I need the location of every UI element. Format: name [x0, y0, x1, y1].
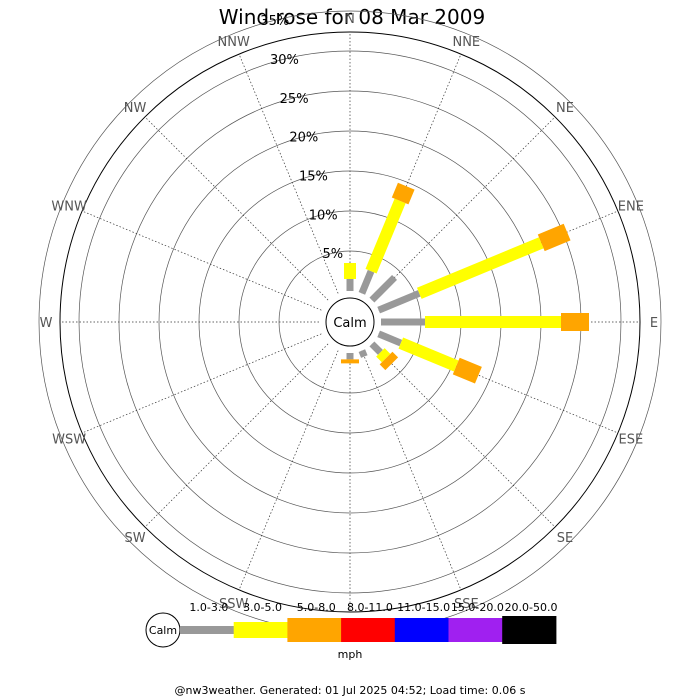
bar-segment — [365, 198, 406, 274]
bar-segment — [452, 357, 482, 384]
ring-label: 20% — [289, 131, 318, 146]
legend-swatch — [394, 618, 449, 642]
spoke-line — [371, 116, 556, 301]
direction-label: NNE — [452, 35, 480, 50]
direction-label: E — [650, 316, 658, 331]
spoke-line — [238, 53, 339, 294]
spoke-line — [144, 343, 329, 528]
bar-segment — [377, 290, 421, 314]
calm-center: Calm — [325, 297, 375, 347]
direction-label: NE — [556, 101, 574, 116]
ring-label: 10% — [309, 208, 338, 223]
ring-label: 25% — [280, 92, 309, 107]
spoke-line — [81, 333, 322, 434]
legend-bin-label: 15.0-20.0 — [451, 601, 504, 614]
legend-bin-label: 20.0-50.0 — [505, 601, 558, 614]
legend-bin-label: 1.0-3.0 — [189, 601, 228, 614]
chart-title: Wind rose for 08 Mar 2009 — [219, 5, 485, 29]
direction-label: SE — [557, 531, 573, 546]
direction-label: NW — [124, 101, 147, 116]
bar-segment — [537, 223, 571, 252]
legend-bin-label: 5.0-8.0 — [297, 601, 336, 614]
legend-swatch — [448, 618, 503, 642]
spoke-line — [371, 343, 556, 528]
direction-label: WNW — [51, 200, 87, 215]
bar-segment — [369, 274, 398, 303]
legend-bin-label: 11.0-15.0 — [397, 601, 450, 614]
direction-label: WSW — [52, 432, 86, 447]
direction-label: SSE — [454, 597, 479, 612]
ring-label: 35% — [260, 14, 289, 29]
bar-segment — [398, 337, 459, 372]
legend: Calm 1.0-3.0 3.0-5.0 5.0-8.0 8.0-11.0 11.0-15… — [145, 601, 558, 661]
spoke-line — [238, 350, 339, 591]
bar-segment — [358, 349, 368, 358]
footer-text: @nw3weather. Generated: 01 Jul 2025 04:5… — [175, 684, 526, 697]
grid-ring — [78, 50, 622, 594]
bar-segment — [358, 269, 375, 295]
legend-swatch — [502, 616, 557, 644]
ring-label: 15% — [299, 169, 328, 184]
spoke-line — [81, 210, 322, 311]
ring-label: 30% — [270, 53, 299, 68]
ring-label: 5% — [323, 247, 344, 262]
direction-label: SSW — [219, 597, 249, 612]
bar-segment — [391, 182, 415, 205]
calm-label: Calm — [333, 316, 366, 331]
direction-label: ESE — [619, 432, 644, 447]
legend-bin-label: 3.0-5.0 — [243, 601, 282, 614]
outer-rim — [59, 31, 641, 613]
legend-swatch — [287, 618, 342, 642]
legend-unit: mph — [338, 648, 363, 661]
direction-label: SW — [124, 531, 145, 546]
bar-segment — [416, 237, 544, 299]
direction-label: ENE — [618, 200, 644, 215]
calm-circle — [325, 297, 375, 347]
bar-segment — [376, 348, 391, 363]
spoke-line — [361, 350, 462, 591]
direction-label: W — [40, 316, 53, 331]
data-bars — [341, 182, 589, 384]
direction-label: N — [345, 12, 355, 27]
bar-segment — [379, 351, 399, 371]
legend-swatch — [341, 618, 396, 642]
bar-segment — [377, 330, 403, 347]
legend-swatch — [233, 622, 288, 638]
spoke-line — [144, 116, 329, 301]
bar-segment — [369, 341, 383, 355]
direction-label: NNW — [218, 35, 250, 50]
legend-bin-label: 8.0-11.0 — [347, 601, 393, 614]
legend-calm-label: Calm — [149, 624, 177, 637]
legend-swatch — [180, 626, 235, 634]
